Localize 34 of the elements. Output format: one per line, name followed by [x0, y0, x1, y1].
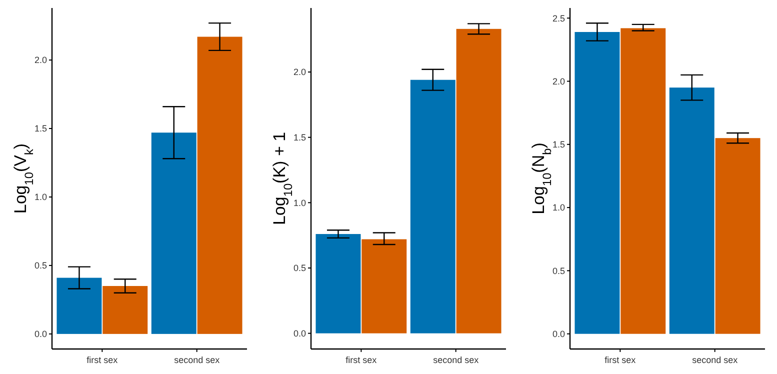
bar — [197, 36, 242, 334]
y-tick-label: 2.5 — [552, 13, 565, 24]
bar — [715, 138, 760, 334]
y-tick-label: 2.0 — [552, 76, 565, 86]
x-tick-label: second sex — [174, 355, 220, 365]
bar — [669, 88, 714, 334]
y-tick-label: 0.0 — [552, 328, 565, 339]
bar — [102, 286, 148, 334]
y-tick-label: 2.0 — [34, 55, 47, 66]
x-tick-label: first sex — [346, 355, 378, 365]
y-tick-label: 2.0 — [293, 67, 306, 78]
y-tick-label: 0.0 — [34, 329, 47, 340]
y-tick-label: 1.0 — [293, 198, 306, 208]
y-tick-label: 1.5 — [293, 132, 306, 142]
y-tick-label: 0.0 — [293, 328, 306, 338]
y-tick-label: 1.0 — [552, 202, 565, 213]
y-tick-label: 0.5 — [552, 266, 565, 276]
bar — [151, 132, 196, 334]
y-tick-label: 0.5 — [34, 260, 47, 271]
bar — [410, 80, 456, 334]
y-tick-label: 1.0 — [34, 192, 47, 202]
bar — [620, 28, 666, 334]
bar — [56, 278, 102, 334]
x-tick-label: first sex — [86, 355, 118, 365]
y-tick-label: 1.5 — [552, 140, 565, 150]
bar — [362, 239, 407, 334]
bar — [574, 32, 620, 334]
y-tick-label: 1.5 — [34, 124, 47, 134]
y-tick-label: 0.5 — [293, 263, 306, 274]
x-tick-label: second sex — [692, 355, 738, 365]
x-tick-label: first sex — [604, 355, 636, 365]
bar — [456, 28, 502, 334]
x-tick-label: second sex — [433, 355, 480, 365]
bar — [316, 234, 361, 334]
